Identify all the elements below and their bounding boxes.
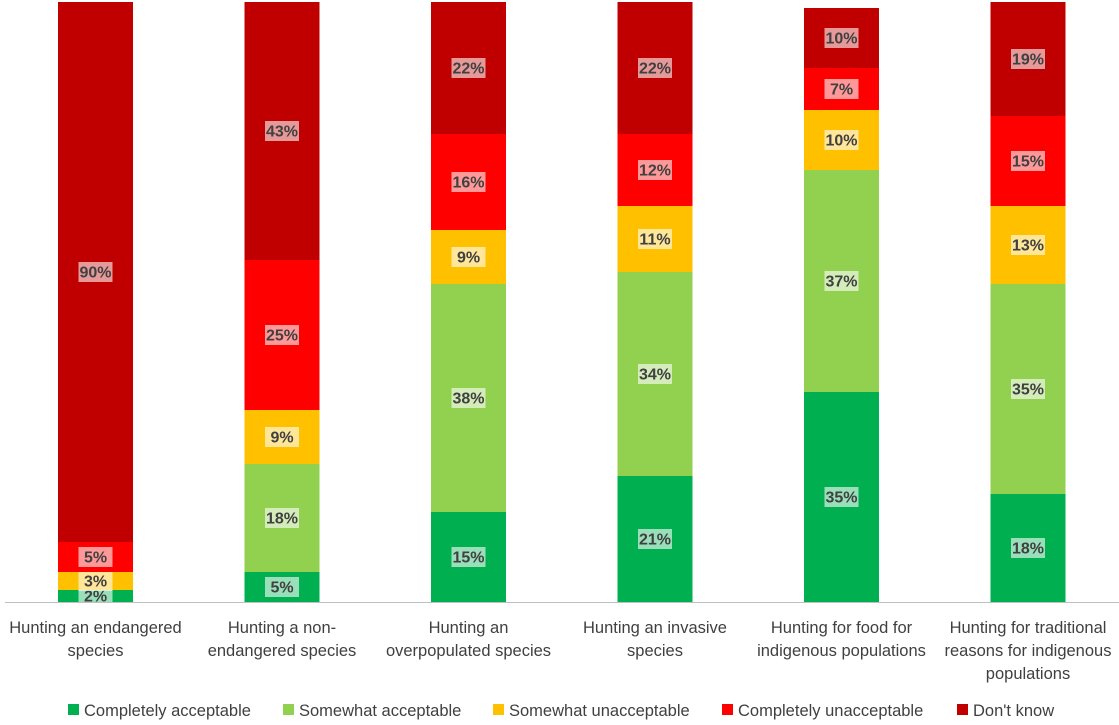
data-label: 5% xyxy=(84,550,107,567)
data-label: 16% xyxy=(452,175,484,192)
data-label: 35% xyxy=(1012,382,1044,399)
data-label: 10% xyxy=(825,31,857,48)
data-label: 2% xyxy=(84,589,107,606)
legend: Completely acceptable Somewhat acceptable… xyxy=(68,702,1054,720)
data-label-background xyxy=(1011,151,1045,171)
x-tick-label: Hunting an xyxy=(429,619,509,637)
x-tick-label: species xyxy=(68,642,124,660)
data-label-background xyxy=(638,58,672,78)
data-label-background xyxy=(1011,235,1045,255)
data-label-background xyxy=(824,79,859,99)
data-label: 37% xyxy=(825,274,857,291)
data-label: 90% xyxy=(79,265,111,282)
data-label: 35% xyxy=(825,490,857,507)
x-tick-label: overpopulated species xyxy=(386,642,551,660)
data-label: 9% xyxy=(270,430,293,447)
data-label-background xyxy=(265,121,299,141)
x-tick-label: species xyxy=(627,642,683,660)
x-tick-label: Hunting an invasive xyxy=(583,619,727,637)
data-label-background xyxy=(451,388,486,408)
x-tick-label: Hunting an endangered xyxy=(9,619,181,637)
legend-label: Somewhat unacceptable xyxy=(509,702,690,720)
data-label-background xyxy=(78,571,113,591)
data-label: 15% xyxy=(1012,154,1044,171)
data-label-background xyxy=(824,271,859,291)
legend-swatch xyxy=(722,704,733,715)
bars-group: 2%3% 5% 90% 5% 18% 9% 25% 43% 15% 38% 9% 16% 22% 21% 3… xyxy=(58,2,1066,606)
x-tick-label: endangered species xyxy=(208,642,357,660)
data-label-background xyxy=(824,487,859,507)
data-label: 12% xyxy=(639,163,671,180)
data-label-background xyxy=(265,427,299,447)
data-label-background xyxy=(265,325,299,345)
data-label: 25% xyxy=(266,328,298,345)
data-label-background xyxy=(638,364,672,384)
data-label: 18% xyxy=(266,511,298,528)
data-label-background xyxy=(451,58,486,78)
data-label-background xyxy=(638,229,672,249)
legend-label: Completely acceptable xyxy=(84,702,251,720)
x-tick-label: Hunting for food for xyxy=(771,619,913,637)
data-label: 43% xyxy=(266,124,298,141)
data-label: 7% xyxy=(830,82,853,99)
data-label-background xyxy=(1011,538,1045,558)
data-label: 22% xyxy=(639,61,671,78)
data-label-background xyxy=(265,508,299,528)
data-label-background xyxy=(1011,49,1045,69)
data-label-background xyxy=(265,577,299,597)
category-labels: Hunting an endangered species Hunting a no… xyxy=(9,619,1111,683)
data-label-background xyxy=(451,172,486,192)
data-label-background xyxy=(451,247,486,267)
legend-swatch xyxy=(68,704,79,715)
data-label-background xyxy=(78,547,113,567)
legend-swatch xyxy=(283,704,294,715)
data-label: 11% xyxy=(639,232,670,249)
legend-swatch xyxy=(957,704,968,715)
data-label-background xyxy=(638,529,672,549)
data-label: 13% xyxy=(1012,238,1044,255)
data-label: 19% xyxy=(1012,52,1044,69)
data-label: 3% xyxy=(84,574,107,591)
data-label: 5% xyxy=(270,580,293,597)
x-tick-label: indigenous populations xyxy=(757,642,926,660)
x-tick-label: Hunting a non- xyxy=(228,619,336,637)
data-label: 34% xyxy=(639,367,671,384)
data-label: 9% xyxy=(457,250,480,267)
legend-label: Don't know xyxy=(973,702,1054,720)
x-tick-label: Hunting for traditional xyxy=(950,619,1107,637)
data-label-background xyxy=(451,547,486,567)
data-label: 18% xyxy=(1012,541,1044,558)
x-tick-label: populations xyxy=(986,665,1070,683)
data-label-background xyxy=(824,28,859,48)
data-label-background xyxy=(824,130,859,150)
legend-label: Completely unacceptable xyxy=(738,702,923,720)
data-label-background xyxy=(1011,379,1045,399)
data-label: 15% xyxy=(452,550,484,567)
data-label-background xyxy=(638,160,672,180)
x-tick-label: reasons for indigenous xyxy=(945,642,1112,660)
data-label: 21% xyxy=(639,532,671,549)
data-label: 22% xyxy=(452,61,484,78)
data-label: 38% xyxy=(452,391,484,408)
data-label-background xyxy=(78,262,113,282)
data-label: 10% xyxy=(825,133,857,150)
legend-label: Somewhat acceptable xyxy=(299,702,461,720)
legend-swatch xyxy=(493,704,504,715)
